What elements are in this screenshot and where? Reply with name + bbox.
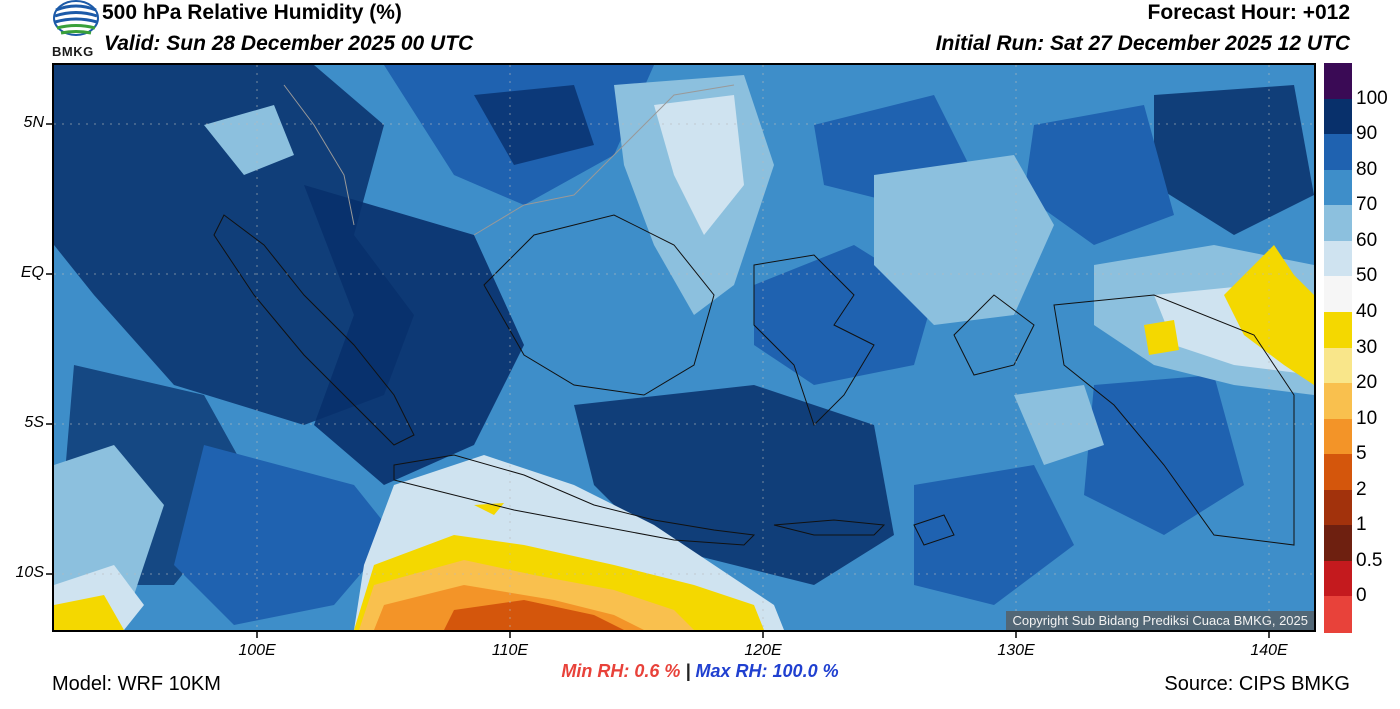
- colorbar-segment: [1324, 383, 1352, 420]
- forecast-hour: Forecast Hour: +012: [1147, 1, 1351, 24]
- colorbar-label: 40: [1356, 300, 1378, 322]
- colorbar-label: 2: [1356, 478, 1367, 500]
- humidity-map: [52, 63, 1316, 632]
- colorbar-label: 30: [1356, 336, 1378, 358]
- max-rh-label: Max RH:: [695, 661, 768, 681]
- lat-label-5n: 5N: [23, 114, 44, 131]
- lon-label-110e: 110E: [491, 642, 529, 659]
- colorbar-segment: [1324, 418, 1352, 455]
- colorbar-label: 0.5: [1356, 549, 1383, 571]
- logo-text: BMKG: [52, 44, 94, 59]
- colorbar: [1324, 63, 1352, 633]
- humidity-field: [54, 65, 1314, 630]
- model-label: Model: WRF 10KM: [52, 673, 221, 695]
- lon-label-100e: 100E: [238, 642, 276, 659]
- colorbar-label: 50: [1356, 265, 1378, 287]
- colorbar-segment: [1324, 596, 1352, 633]
- colorbar-segment: [1324, 98, 1352, 135]
- lat-label-5s: 5S: [24, 414, 44, 431]
- bmkg-logo: [52, 0, 100, 60]
- colorbar-segment: [1324, 454, 1352, 491]
- colorbar-label: 60: [1356, 229, 1378, 251]
- colorbar-label: 70: [1356, 194, 1378, 216]
- lon-label-130e: 130E: [997, 642, 1035, 659]
- lon-label-140e: 140E: [1250, 642, 1288, 659]
- max-rh-value: 100.0 %: [772, 661, 839, 681]
- copyright-notice: Copyright Sub Bidang Prediksi Cuaca BMKG…: [1006, 611, 1314, 630]
- colorbar-segment: [1324, 311, 1352, 348]
- stats-separator: |: [685, 661, 691, 681]
- colorbar-segment: [1324, 169, 1352, 206]
- colorbar-segment: [1324, 134, 1352, 171]
- lat-label-10s: 10S: [15, 564, 44, 581]
- min-rh-label: Min RH:: [561, 661, 630, 681]
- colorbar-label: 10: [1356, 407, 1378, 429]
- lon-label-120e: 120E: [744, 642, 782, 659]
- colorbar-label: 0: [1356, 585, 1367, 607]
- colorbar-segment: [1324, 240, 1352, 277]
- colorbar-label: 80: [1356, 158, 1378, 180]
- source-label: Source: CIPS BMKG: [1164, 673, 1350, 695]
- colorbar-segment: [1324, 205, 1352, 242]
- colorbar-label: 5: [1356, 443, 1367, 465]
- colorbar-label: 1: [1356, 514, 1367, 536]
- colorbar-segment: [1324, 525, 1352, 562]
- min-rh-value: 0.6 %: [634, 661, 681, 681]
- initial-run: Initial Run: Sat 27 December 2025 12 UTC: [935, 32, 1350, 55]
- colorbar-label: 100: [1356, 87, 1388, 109]
- colorbar-segment: [1324, 347, 1352, 384]
- colorbar-label: 20: [1356, 372, 1378, 394]
- colorbar-segment: [1324, 63, 1352, 100]
- colorbar-segment: [1324, 276, 1352, 313]
- colorbar-label: 90: [1356, 123, 1378, 145]
- lat-label-eq: EQ: [20, 264, 44, 281]
- rh-stats: Min RH: 0.6 % | Max RH: 100.0 %: [0, 661, 1400, 682]
- colorbar-segment: [1324, 560, 1352, 597]
- colorbar-segment: [1324, 489, 1352, 526]
- valid-time: Valid: Sun 28 December 2025 00 UTC: [104, 32, 474, 55]
- chart-title: 500 hPa Relative Humidity (%): [102, 1, 402, 24]
